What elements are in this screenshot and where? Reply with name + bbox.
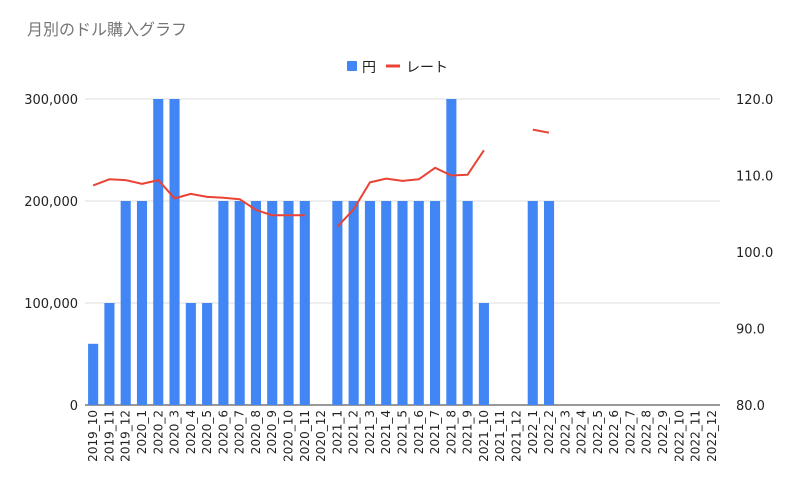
x-tick-label: 2022_9 [656,410,670,454]
x-tick-label: 2021_10 [477,410,491,462]
x-tick-label: 2021_6 [412,410,426,454]
x-tick-label: 2020_9 [265,410,279,454]
bar [202,303,213,405]
bar [88,343,99,405]
bar [348,201,359,405]
left-axis-tick-label: 300,000 [24,93,78,108]
bar [185,303,196,405]
x-tick-label: 2020_10 [282,410,296,462]
x-tick-label: 2020_8 [249,410,263,454]
x-tick-label: 2019_11 [102,410,116,462]
x-tick-label: 2020_6 [216,410,230,454]
x-tick-label: 2021_2 [347,410,361,454]
bar [381,201,392,405]
legend-label-bar: 円 [362,60,376,76]
x-tick-label: 2022_11 [689,410,703,462]
x-tick-label: 2021_1 [330,410,344,454]
x-tick-label: 2020_7 [233,410,247,454]
x-tick-label: 2019_10 [86,410,100,462]
x-tick-label: 2020_1 [135,410,149,454]
x-tick-label: 2021_12 [509,410,523,462]
right-axis-ticks: 80.0 90.0 100.0 110.0 120.0 [736,93,773,414]
x-tick-label: 2021_9 [461,410,475,454]
bar [169,99,180,405]
bar [364,201,375,405]
x-tick-label: 2022_4 [575,410,589,454]
bar [299,201,310,405]
x-tick-label: 2021_5 [396,410,410,454]
x-tick-label: 2021_4 [379,410,393,454]
bar [397,201,408,405]
rate-line [336,149,485,228]
x-tick-label: 2022_10 [672,410,686,462]
bar [250,201,262,405]
bar [413,201,424,405]
x-tick-label: 2020_12 [314,410,328,462]
x-tick-label: 2021_7 [428,410,442,454]
bar [430,201,441,405]
legend: 円 レート [347,60,448,76]
bar [218,201,229,405]
legend-swatch-line [386,64,400,68]
right-axis-tick-label: 120.0 [736,93,773,108]
right-axis-tick-label: 80.0 [736,399,765,414]
x-tick-label: 2020_2 [151,410,165,454]
bar [446,99,457,405]
left-axis-tick-label: 0 [70,399,78,414]
left-axis-ticks: 0 100,000 200,000 300,000 [24,93,78,414]
legend-label-line: レート [406,60,448,76]
x-tick-label: 2019_12 [119,410,133,462]
bar [478,303,489,405]
line-series [92,128,550,228]
bar [104,303,115,405]
bar [332,201,343,405]
right-axis-tick-label: 90.0 [736,323,765,338]
bar [527,201,538,405]
legend-swatch-bar [347,61,357,71]
right-axis-tick-label: 110.0 [736,170,773,185]
x-tick-label: 2021_11 [493,410,507,462]
x-tick-label: 2020_5 [200,410,214,454]
x-tick-label: 2021_3 [363,410,377,454]
x-tick-label: 2022_6 [607,410,621,454]
bar-series [88,99,555,405]
x-tick-label: 2022_7 [623,410,637,454]
chart-title: 月別のドル購入グラフ [27,20,188,39]
x-tick-label: 2022_5 [591,410,605,454]
x-tick-label: 2022_12 [705,410,719,462]
x-tick-label: 2020_4 [184,410,198,454]
rate-line [532,128,550,134]
x-axis-ticks: 2019_10 2019_11 2019_12 2020_1 2020_2 2020_3 2… [86,410,719,462]
left-axis-tick-label: 200,000 [24,195,78,210]
bar [153,99,164,405]
bar [234,201,245,405]
x-tick-label: 2021_8 [444,410,458,454]
x-tick-label: 2022_2 [542,410,556,454]
x-tick-label: 2022_3 [558,410,572,454]
x-tick-label: 2022_8 [640,410,654,454]
rate-line [92,178,305,217]
right-axis-tick-label: 100.0 [736,246,773,261]
x-tick-label: 2020_11 [298,410,312,462]
bar [462,201,473,405]
x-tick-label: 2020_3 [168,410,182,454]
bar [120,201,131,405]
left-axis-tick-label: 100,000 [24,297,78,312]
x-tick-label: 2022_1 [526,410,540,454]
bar [136,201,148,405]
bar [267,201,278,405]
bar [543,201,555,405]
bar [283,201,294,405]
